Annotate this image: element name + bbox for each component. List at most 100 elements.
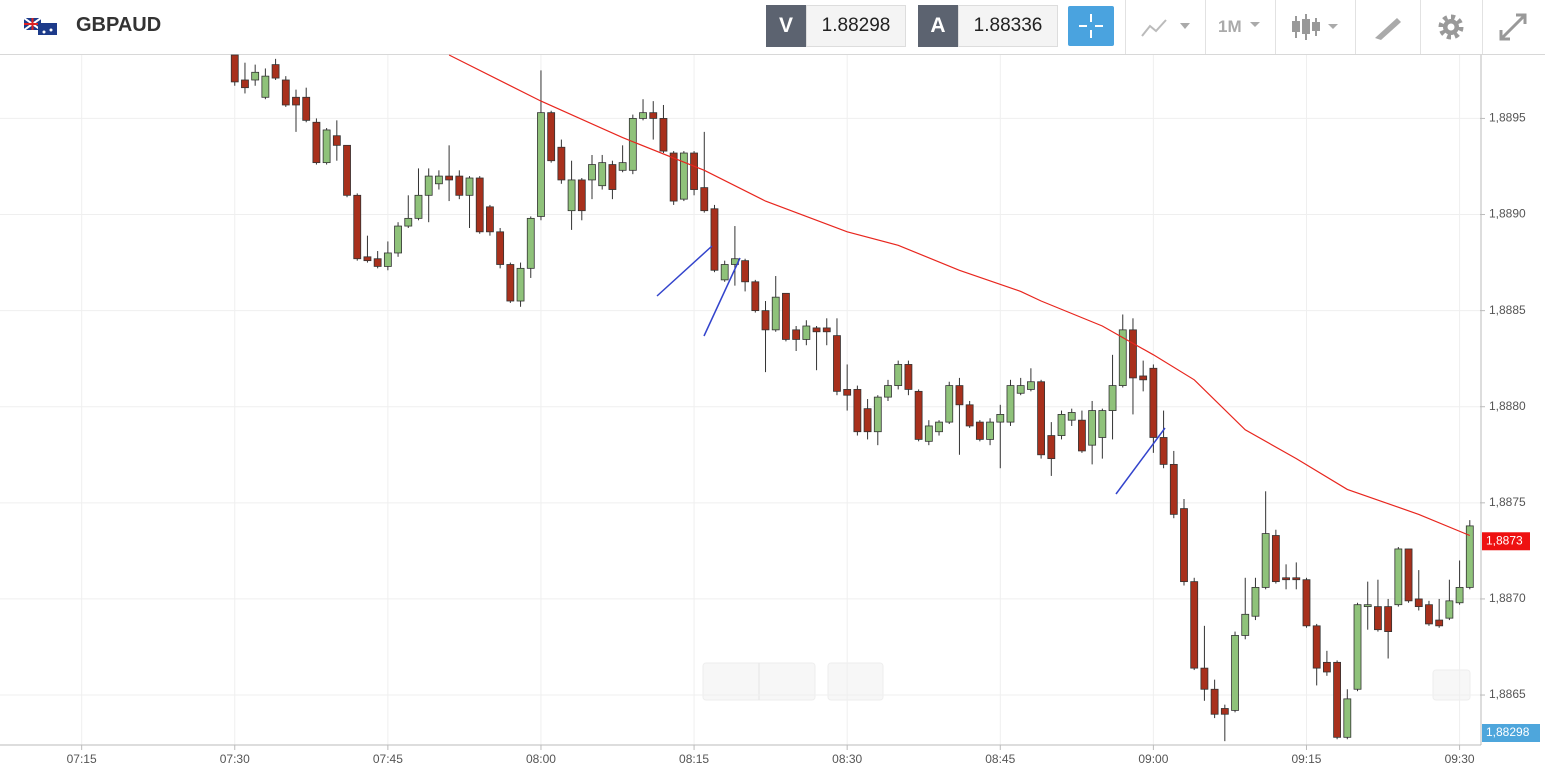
- x-tick-label: 07:45: [373, 752, 403, 766]
- candle-body: [1435, 619, 1444, 627]
- candle-body: [302, 96, 311, 121]
- separator: [1275, 0, 1276, 54]
- settings-button[interactable]: [1436, 12, 1466, 42]
- candle-body: [935, 421, 943, 433]
- nav-button[interactable]: [827, 662, 884, 701]
- candle-body: [761, 310, 770, 331]
- candle-body: [526, 217, 535, 269]
- candle-body: [1067, 412, 1076, 421]
- candle-body: [1271, 535, 1280, 583]
- candle-body: [1241, 613, 1250, 636]
- candle-body: [690, 152, 698, 190]
- candle-body: [486, 206, 494, 233]
- candle-body: [434, 175, 443, 185]
- candle-body: [782, 292, 790, 340]
- sell-key[interactable]: V: [766, 5, 806, 47]
- sell-price[interactable]: 1.88298: [806, 5, 906, 47]
- candle-body: [383, 252, 392, 267]
- candles-button[interactable]: [1290, 12, 1340, 42]
- candle-body: [547, 112, 556, 162]
- candle-body: [802, 325, 811, 340]
- x-tick-label: 08:30: [832, 752, 862, 766]
- candle-body: [649, 112, 658, 119]
- candle-body: [1333, 661, 1342, 738]
- x-tick-label: 08:00: [526, 752, 556, 766]
- candle-body: [1169, 463, 1178, 515]
- candle-body: [1220, 708, 1229, 715]
- candle-body: [1363, 604, 1372, 608]
- separator: [1482, 0, 1483, 54]
- candle-body: [1190, 581, 1199, 669]
- candle-body: [751, 281, 760, 312]
- candle-body: [1374, 606, 1382, 631]
- candle-body: [955, 385, 964, 406]
- candle-body: [1302, 579, 1311, 627]
- candle-body: [904, 364, 913, 390]
- trend-line: [1115, 427, 1166, 495]
- candle-body: [1445, 600, 1454, 619]
- x-tick-label: 09:00: [1138, 752, 1168, 766]
- nav-button[interactable]: [1432, 669, 1471, 701]
- timeframe[interactable]: 1M: [1218, 17, 1242, 36]
- candle-body: [414, 194, 423, 219]
- candle-body: [598, 162, 607, 187]
- candle-body: [1394, 548, 1403, 606]
- candle-body: [608, 164, 617, 190]
- trend-line: [703, 257, 741, 337]
- candle-body: [833, 335, 841, 392]
- candle-body: [281, 79, 290, 106]
- draw-button[interactable]: [1373, 14, 1403, 40]
- timeframe-caret[interactable]: [1248, 14, 1264, 34]
- candle-body: [455, 175, 464, 196]
- candle-body: [700, 187, 709, 212]
- crosshair-button[interactable]: [1068, 6, 1114, 46]
- toolbar: GBPAUD V 1.88298 A 1.88336 1M: [0, 0, 1545, 55]
- candle-body: [577, 179, 586, 212]
- x-tick-label: 07:15: [67, 752, 97, 766]
- candle-body: [1098, 410, 1107, 438]
- candle-body: [465, 177, 474, 196]
- candle-body: [1129, 329, 1137, 379]
- bid-tag-label: 1,88298: [1486, 725, 1530, 739]
- candle-body: [792, 329, 801, 340]
- candle-body: [373, 258, 382, 267]
- y-tick-label: 1,8865: [1489, 687, 1526, 701]
- last-price-label: 1,8873: [1486, 533, 1523, 547]
- candle-body: [873, 396, 882, 433]
- candle-body: [679, 152, 688, 200]
- x-tick-label: 08:45: [985, 752, 1015, 766]
- candle-body: [1016, 385, 1025, 394]
- candle-body: [975, 421, 984, 440]
- candle-body: [710, 208, 719, 271]
- candle-body: [741, 260, 750, 283]
- trend-line: [656, 245, 713, 297]
- candle-body: [720, 264, 729, 281]
- y-tick-label: 1,8885: [1489, 303, 1526, 317]
- separator: [1355, 0, 1356, 54]
- chart-type-button[interactable]: [1140, 14, 1195, 40]
- candle-body: [1384, 606, 1393, 633]
- candle-body: [1455, 586, 1464, 604]
- y-tick-label: 1,8875: [1489, 495, 1526, 509]
- x-tick-label: 07:30: [220, 752, 250, 766]
- last-price-tag: [1482, 532, 1530, 551]
- symbol: GBPAUD: [76, 14, 162, 36]
- separator: [1205, 0, 1206, 54]
- fullscreen-button[interactable]: [1498, 12, 1528, 42]
- flag-icon: [24, 18, 57, 35]
- candle-body: [496, 231, 505, 265]
- candle-body: [1251, 586, 1260, 617]
- candle-body: [557, 146, 566, 181]
- candle-body: [475, 177, 484, 233]
- candle-body: [1057, 414, 1066, 436]
- candle-body: [914, 390, 923, 440]
- candle-body: [353, 194, 362, 260]
- bid-tag: [1482, 724, 1540, 742]
- candle-body: [445, 175, 454, 181]
- buy-key[interactable]: A: [918, 5, 958, 47]
- buy-price[interactable]: 1.88336: [958, 5, 1058, 47]
- candle-body: [659, 118, 668, 152]
- candle-body: [1261, 533, 1270, 588]
- candle-body: [1343, 698, 1352, 738]
